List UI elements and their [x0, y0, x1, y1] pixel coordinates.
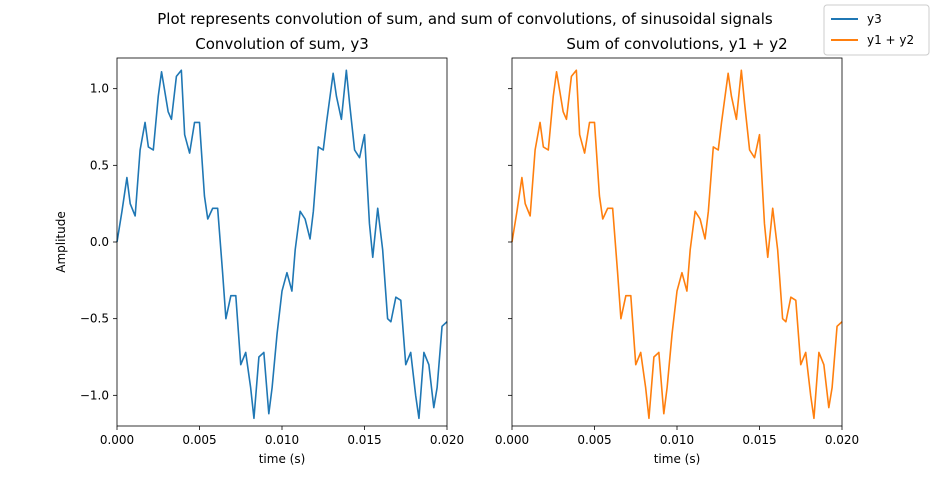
y-tick-label-0-4: 1.0 [90, 82, 109, 96]
figure-suptitle: Plot represents convolution of sum, and … [157, 10, 773, 28]
legend-frame [823, 4, 930, 56]
right-axes: 0.000 0.005 0.010 0.015 0.020 Sum of convolut… [495, 35, 859, 466]
x-axis-label-0: time (s) [259, 452, 306, 466]
x-tick-label-1-1: 0.005 [577, 433, 611, 447]
x-tick-label-0-0: 0.000 [100, 433, 134, 447]
legend-label-y3: y3 [867, 12, 882, 26]
x-tick-label-0-1: 0.005 [182, 433, 216, 447]
y-tick-label-0-0: −1.0 [80, 388, 109, 402]
x-tick-label-1-0: 0.000 [495, 433, 529, 447]
x-tick-label-1-4: 0.020 [825, 433, 859, 447]
series-line-0-0 [116, 69, 448, 420]
left-axes: 0.000 0.005 0.010 0.015 0.020 −1.0 −0.5 0.0 0.5 1… [54, 35, 464, 466]
legend: y3 y1 + y2 [823, 4, 930, 56]
x-tick-label-1-3: 0.015 [742, 433, 776, 447]
x-tick-label-0-2: 0.010 [265, 433, 299, 447]
legend-label-y1-plus-y2: y1 + y2 [867, 33, 914, 47]
x-tick-label-1-2: 0.010 [660, 433, 694, 447]
x-tick-label-0-4: 0.020 [430, 433, 464, 447]
subplot-title-0: Convolution of sum, y3 [195, 35, 369, 53]
y-axis-label-0: Amplitude [54, 211, 68, 273]
y-tick-label-0-2: 0.0 [90, 235, 109, 249]
x-axis-label-1: time (s) [654, 452, 701, 466]
subplot-title-1: Sum of convolutions, y1 + y2 [566, 35, 787, 53]
series-line-1-0 [511, 69, 843, 420]
x-tick-label-0-3: 0.015 [347, 433, 381, 447]
y-tick-label-0-3: 0.5 [90, 158, 109, 172]
y-tick-label-0-1: −0.5 [80, 312, 109, 326]
